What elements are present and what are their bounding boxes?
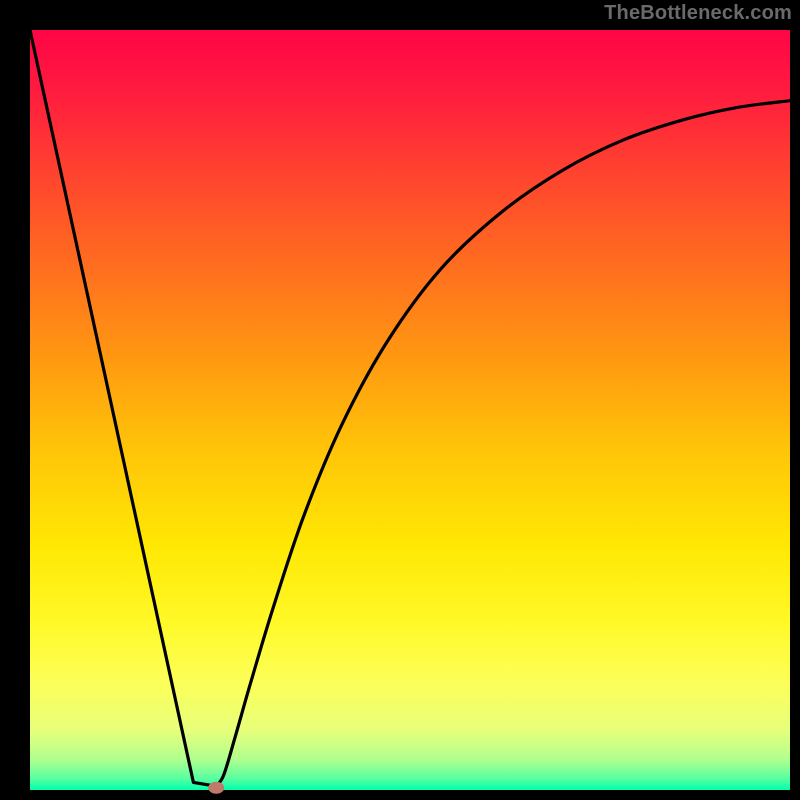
bottleneck-chart bbox=[0, 0, 800, 800]
attribution-label: TheBottleneck.com bbox=[604, 2, 792, 25]
plot-area bbox=[30, 30, 790, 790]
chart-container: TheBottleneck.com bbox=[0, 0, 800, 800]
optimal-point-marker bbox=[208, 782, 224, 794]
